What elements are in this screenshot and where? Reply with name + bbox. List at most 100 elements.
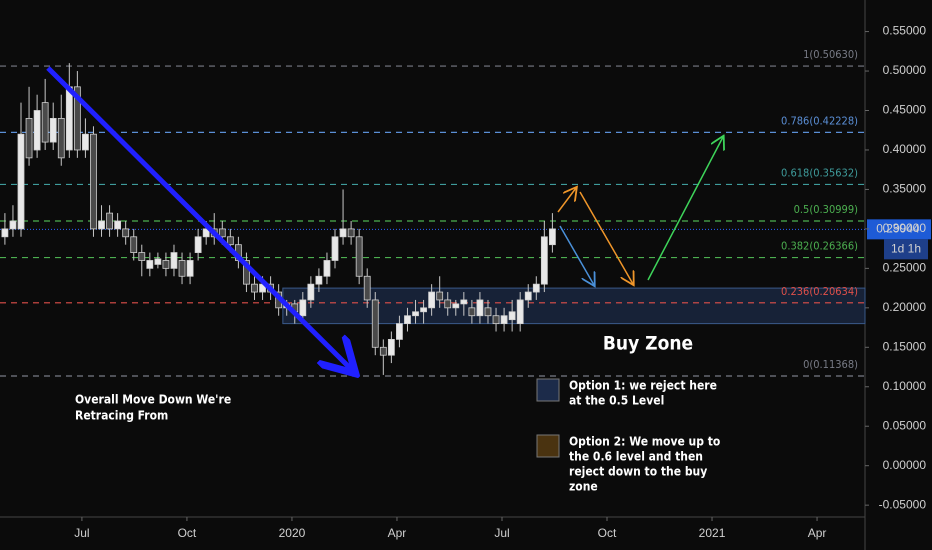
y-tick-label: 0.55000 bbox=[883, 24, 927, 38]
fib-label: 0.382(0.26366) bbox=[781, 240, 858, 253]
candle-body bbox=[98, 220, 105, 230]
y-tick-label: 0.30000 bbox=[883, 221, 927, 235]
candle-body bbox=[323, 260, 331, 277]
candle-body bbox=[33, 110, 41, 151]
candle-body bbox=[500, 315, 508, 325]
candle-body bbox=[307, 283, 315, 301]
candle-body bbox=[299, 299, 307, 317]
candle-body bbox=[138, 252, 146, 261]
fib-label: 0.236(0.20634) bbox=[781, 285, 858, 298]
y-tick-label: 0.15000 bbox=[883, 339, 927, 353]
candle-body bbox=[516, 299, 524, 325]
y-tick-label: 0.35000 bbox=[883, 182, 927, 196]
candle-body bbox=[226, 236, 234, 246]
option-swatch bbox=[536, 378, 560, 402]
y-tick-label: 0.50000 bbox=[883, 63, 927, 77]
candle-body bbox=[90, 133, 97, 230]
candle-body bbox=[186, 260, 194, 277]
candle-body bbox=[355, 236, 363, 277]
candle-body bbox=[484, 307, 492, 317]
candle-body bbox=[452, 303, 460, 309]
candle-body bbox=[251, 283, 258, 293]
candle-body bbox=[218, 228, 226, 238]
candle-body bbox=[114, 220, 122, 230]
candle-body bbox=[436, 291, 444, 301]
candle-body bbox=[468, 307, 476, 317]
y-tick-label: 0.05000 bbox=[883, 418, 927, 432]
x-tick-label: 2020 bbox=[279, 526, 306, 540]
option-text: Option 2: We move up to bbox=[569, 435, 720, 449]
move-note: Retracing From bbox=[75, 409, 168, 423]
buy-zone-label: Buy Zone bbox=[603, 333, 693, 355]
candle-body bbox=[130, 236, 138, 253]
candle-body bbox=[548, 228, 556, 246]
candle-body bbox=[492, 315, 500, 325]
last-price-box bbox=[867, 219, 931, 240]
candle-body bbox=[476, 299, 484, 317]
candle-body bbox=[339, 228, 347, 238]
candle-body bbox=[82, 133, 89, 151]
candle-body bbox=[331, 236, 339, 261]
candle-body bbox=[178, 260, 186, 277]
candle-body bbox=[170, 252, 178, 269]
fib-label: 0(0.11368) bbox=[803, 358, 858, 371]
option2-arrow-down bbox=[579, 191, 633, 284]
fib-label: 0.5(0.30999) bbox=[794, 203, 859, 216]
candle-body bbox=[347, 228, 355, 238]
countdown-box bbox=[884, 239, 928, 260]
candle-body bbox=[49, 117, 57, 143]
y-tick-label: 0.10000 bbox=[883, 379, 927, 393]
candle-body bbox=[243, 260, 250, 285]
y-tick-label: 0.25000 bbox=[883, 261, 927, 275]
candle-body bbox=[404, 315, 411, 325]
last-price-label: 0.29944 bbox=[876, 222, 920, 236]
candle-body bbox=[194, 236, 202, 253]
option1-arrow bbox=[559, 225, 594, 285]
candle-body bbox=[122, 228, 130, 238]
fib-label: 0.786(0.42228) bbox=[781, 114, 858, 127]
option-text: at the 0.5 Level bbox=[569, 394, 664, 408]
candle-body bbox=[379, 346, 387, 356]
option-text: the 0.6 level and then bbox=[569, 450, 703, 464]
y-tick-label: 0.20000 bbox=[883, 300, 927, 314]
candle-body bbox=[17, 133, 25, 230]
y-tick-label: -0.05000 bbox=[879, 497, 927, 511]
candle-body bbox=[25, 117, 33, 159]
option-swatch bbox=[536, 434, 560, 458]
candle-body bbox=[202, 228, 210, 238]
candle-body bbox=[1, 228, 9, 238]
x-tick-label: Jul bbox=[74, 526, 89, 540]
rally-arrow bbox=[647, 137, 723, 281]
move-note: Overall Move Down We're bbox=[75, 393, 231, 407]
y-tick-label: 0.40000 bbox=[883, 142, 927, 156]
fib-label: 1(0.50630) bbox=[803, 48, 858, 61]
candle-body bbox=[363, 275, 371, 301]
candle-body bbox=[106, 212, 113, 230]
y-tick-label: 0.45000 bbox=[883, 103, 927, 117]
countdown-label: 1d 1h bbox=[891, 242, 921, 256]
x-tick-label: 2021 bbox=[699, 526, 726, 540]
candle-body bbox=[41, 102, 49, 143]
option-text: zone bbox=[569, 480, 598, 494]
y-tick-label: 0.00000 bbox=[883, 458, 927, 472]
trend-arrow bbox=[46, 66, 352, 370]
option-text: Option 1: we reject here bbox=[569, 379, 717, 393]
candle-body bbox=[154, 258, 162, 265]
candle-body bbox=[315, 275, 323, 285]
candle-body bbox=[65, 86, 73, 151]
candle-body bbox=[532, 283, 540, 293]
candle-body bbox=[146, 260, 154, 269]
candle-body bbox=[540, 236, 548, 285]
candle-body bbox=[9, 220, 17, 230]
candle-body bbox=[420, 307, 427, 313]
buy-zone bbox=[282, 287, 866, 325]
x-tick-label: Apr bbox=[388, 526, 407, 540]
candle-body bbox=[428, 291, 436, 309]
candle-body bbox=[460, 299, 468, 305]
candle-body bbox=[524, 291, 532, 301]
candle-body bbox=[162, 260, 170, 269]
candle-body bbox=[57, 117, 65, 159]
candle-body bbox=[508, 311, 516, 321]
x-tick-label: Jul bbox=[494, 526, 509, 540]
